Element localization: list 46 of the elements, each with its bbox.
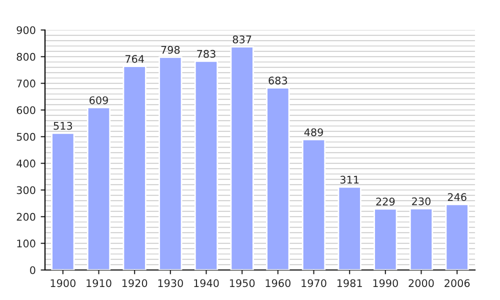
data-label: 489 [304,128,323,136]
y-tick-label: 700 [16,80,36,88]
data-label: 798 [161,46,180,54]
x-tick-label: 1920 [122,279,148,288]
y-tick-label: 400 [16,160,36,168]
y-tick-label: 0 [30,266,36,274]
data-label: 246 [448,193,466,201]
x-tick-label: 1970 [302,279,326,288]
x-tick-label: 1960 [266,279,290,288]
y-tick-label: 100 [17,240,36,248]
bar [266,87,290,270]
x-tick-label: 1981 [337,279,362,288]
data-label: 513 [54,122,72,130]
bar [338,186,362,270]
bar [374,208,398,270]
data-label: 230 [412,197,430,206]
bar [122,66,146,270]
bar [302,138,326,270]
x-tick-label: 1910 [86,279,112,288]
y-tick-label: 300 [16,186,36,194]
bar [409,208,434,270]
x-tick-label: 1940 [194,279,219,288]
bar [445,204,469,270]
bar [230,46,254,270]
x-tick-label: 1900 [50,279,76,288]
bar [51,132,75,270]
data-label: 311 [340,176,359,184]
data-label: 683 [268,76,288,84]
bar [194,60,218,270]
x-tick-label: 2006 [444,279,470,288]
x-tick-label: 2000 [408,279,434,288]
data-label: 609 [90,96,108,104]
bar [86,106,111,270]
x-tick-label: 1990 [373,279,398,288]
data-label: 229 [376,198,395,206]
x-tick-label: 1930 [158,279,183,288]
y-tick-label: 200 [16,212,36,221]
data-label: 764 [125,54,144,63]
x-tick-label: 1950 [230,279,255,288]
y-tick-label: 500 [16,132,36,141]
data-label: 837 [232,36,252,44]
y-tick-label: 600 [16,106,36,114]
data-label: 783 [197,50,216,58]
y-tick-label: 800 [16,52,36,61]
y-tick-label: 900 [16,26,36,34]
bar [158,56,182,270]
